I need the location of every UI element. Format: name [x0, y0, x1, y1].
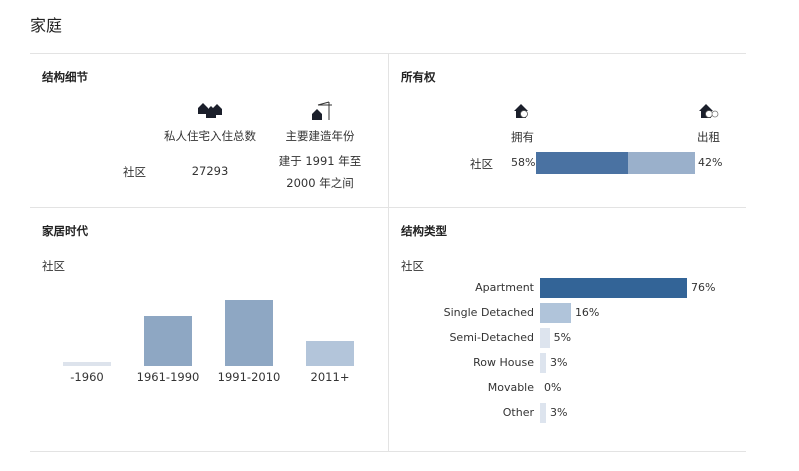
- type-value-label: 3%: [550, 406, 568, 419]
- age-bar: [225, 300, 273, 366]
- own-percent: 58%: [511, 156, 536, 169]
- row-label: 社区: [401, 259, 424, 273]
- column-label: 主要建造年份: [285, 129, 355, 143]
- type-value-label: 3%: [550, 356, 568, 369]
- divider: [388, 54, 389, 451]
- houses-icon: [198, 103, 222, 118]
- age-tick-label: 1991-2010: [217, 370, 281, 384]
- age-tick-label: -1960: [70, 370, 104, 384]
- age-bar: [144, 316, 192, 366]
- type-bar: [540, 403, 546, 423]
- type-value-label: 76%: [691, 281, 716, 294]
- type-category-label: Movable: [487, 381, 534, 394]
- type-value-label: 5%: [553, 331, 572, 344]
- own-label: 拥有: [511, 130, 534, 144]
- divider: [30, 53, 746, 54]
- row-label: 社区: [470, 157, 493, 171]
- type-category-label: Row House: [473, 356, 534, 369]
- age-tick-label: 2011+: [310, 370, 350, 384]
- page-title: 家庭: [30, 16, 63, 35]
- type-bar: [540, 278, 687, 298]
- type-category-label: Single Detached: [443, 306, 534, 319]
- rent-bar: [628, 152, 695, 174]
- row-label: 社区: [123, 165, 146, 179]
- construction-year-value: 2000 年之间: [286, 176, 354, 190]
- section-heading: 所有权: [401, 70, 436, 84]
- type-value-label: 16%: [574, 306, 600, 319]
- divider: [30, 207, 746, 208]
- rented-house-icon: [699, 104, 719, 118]
- type-category-label: Other: [502, 406, 534, 419]
- column-label: 私人住宅入住总数: [164, 129, 256, 143]
- type-value-label: 0%: [544, 381, 562, 394]
- divider: [30, 451, 746, 452]
- section-heading: 结构类型: [401, 224, 447, 238]
- type-category-label: Semi-Detached: [449, 331, 534, 344]
- owned-house-icon: [514, 104, 528, 118]
- age-bar: [63, 361, 111, 366]
- rent-label: 出租: [697, 130, 720, 144]
- type-bar: [540, 328, 550, 348]
- house-crane-icon: [312, 101, 332, 120]
- section-heading: 家居时代: [42, 224, 88, 238]
- type-bar: [540, 303, 571, 323]
- type-bar: [540, 353, 546, 373]
- own-bar: [536, 152, 629, 174]
- row-label: 社区: [42, 259, 65, 273]
- construction-year-value: 建于 1991 年至: [278, 154, 362, 168]
- rent-percent: 42%: [698, 156, 723, 169]
- occupied-dwellings-value: 27293: [191, 164, 229, 178]
- age-tick-label: 1961-1990: [136, 370, 200, 384]
- age-bar: [306, 341, 354, 366]
- section-heading: 结构细节: [42, 70, 88, 84]
- type-category-label: Apartment: [475, 281, 534, 294]
